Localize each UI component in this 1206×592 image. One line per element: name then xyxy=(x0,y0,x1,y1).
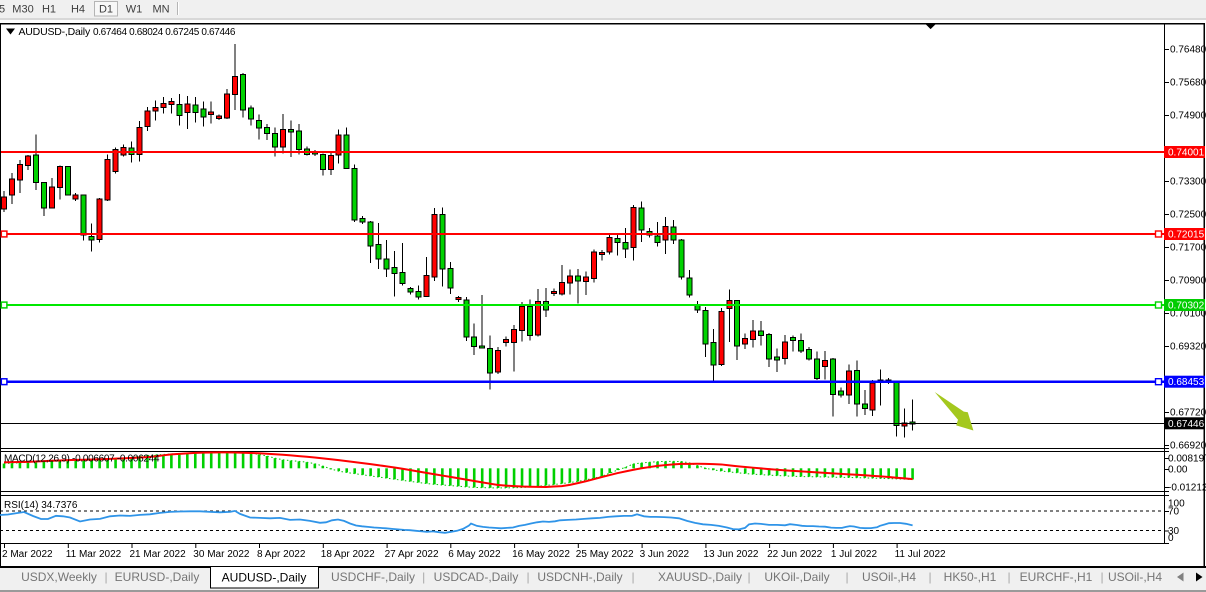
svg-text:RSI(14) 34.7376: RSI(14) 34.7376 xyxy=(4,500,78,511)
svg-text:AUDUSD-,Daily: AUDUSD-,Daily xyxy=(19,26,91,38)
svg-text:M30: M30 xyxy=(12,4,33,16)
svg-text:30: 30 xyxy=(1168,526,1180,537)
svg-text:HK50-,H1: HK50-,H1 xyxy=(944,570,997,584)
svg-text:D1: D1 xyxy=(99,4,113,16)
svg-text:|: | xyxy=(631,570,634,584)
svg-text:0.72015: 0.72015 xyxy=(1168,230,1205,241)
svg-text:13 Jun 2022: 13 Jun 2022 xyxy=(703,549,758,560)
svg-text:MN: MN xyxy=(152,4,169,16)
svg-text:11 Mar 2022: 11 Mar 2022 xyxy=(66,549,122,560)
svg-text:USDCAD-,Daily: USDCAD-,Daily xyxy=(434,570,519,584)
svg-text:-0.012121: -0.012121 xyxy=(1168,483,1206,494)
svg-text:0.70100: 0.70100 xyxy=(1170,309,1206,320)
svg-text:USDX,Weekly: USDX,Weekly xyxy=(21,570,97,584)
svg-text:EURCHF-,H1: EURCHF-,H1 xyxy=(1020,570,1093,584)
svg-text:AUDUSD-,Daily: AUDUSD-,Daily xyxy=(222,571,307,585)
svg-text:6 May 2022: 6 May 2022 xyxy=(448,549,501,560)
svg-text:USDCHF-,Daily: USDCHF-,Daily xyxy=(331,570,415,584)
svg-text:|: | xyxy=(1100,570,1103,584)
svg-text:W1: W1 xyxy=(126,4,143,16)
svg-text:2 Mar 2022: 2 Mar 2022 xyxy=(2,549,53,560)
svg-text:|: | xyxy=(845,570,848,584)
svg-text:|: | xyxy=(928,570,931,584)
svg-text:1 Jul 2022: 1 Jul 2022 xyxy=(831,549,878,560)
svg-text:0.72500: 0.72500 xyxy=(1170,210,1206,221)
svg-text:100: 100 xyxy=(1168,499,1185,510)
svg-text:22 Jun 2022: 22 Jun 2022 xyxy=(767,549,822,560)
svg-text:0: 0 xyxy=(1168,533,1174,544)
svg-text:0.69320: 0.69320 xyxy=(1170,342,1206,353)
svg-text:0.66920: 0.66920 xyxy=(1170,441,1206,452)
svg-text:0.67446: 0.67446 xyxy=(1168,419,1205,430)
svg-text:0.70302: 0.70302 xyxy=(1168,301,1205,312)
svg-text:8 Apr 2022: 8 Apr 2022 xyxy=(257,549,306,560)
svg-text:30 Mar 2022: 30 Mar 2022 xyxy=(193,549,250,560)
svg-text:25 May 2022: 25 May 2022 xyxy=(576,549,634,560)
svg-text:0.75680: 0.75680 xyxy=(1170,78,1206,89)
svg-text:|: | xyxy=(1007,570,1010,584)
svg-text:18 Apr 2022: 18 Apr 2022 xyxy=(321,549,375,560)
svg-text:|: | xyxy=(526,570,529,584)
svg-text:XAUUSD-,Daily: XAUUSD-,Daily xyxy=(658,570,742,584)
svg-text:H1: H1 xyxy=(42,4,56,16)
svg-text:|: | xyxy=(747,570,750,584)
svg-text:MACD(12,26,9) -0.006607 -0.006: MACD(12,26,9) -0.006607 -0.006244 xyxy=(4,454,160,465)
svg-text:21 Mar 2022: 21 Mar 2022 xyxy=(130,549,187,560)
svg-text:70: 70 xyxy=(1168,507,1180,518)
svg-text:|: | xyxy=(422,570,425,584)
svg-text:0.008197: 0.008197 xyxy=(1168,454,1206,465)
svg-text:0.73300: 0.73300 xyxy=(1170,177,1206,188)
svg-text:|: | xyxy=(104,570,107,584)
svg-text:H4: H4 xyxy=(71,4,85,16)
svg-text:5: 5 xyxy=(0,4,5,16)
svg-text:3 Jun 2022: 3 Jun 2022 xyxy=(640,549,690,560)
svg-text:0.67464 0.68024 0.67245 0.6744: 0.67464 0.68024 0.67245 0.67446 xyxy=(93,27,236,38)
svg-text:USOil-,H4: USOil-,H4 xyxy=(1108,570,1162,584)
svg-text:0.00: 0.00 xyxy=(1168,465,1188,476)
svg-text:0.74900: 0.74900 xyxy=(1170,111,1206,122)
svg-text:27 Apr 2022: 27 Apr 2022 xyxy=(385,549,439,560)
svg-text:USOil-,H4: USOil-,H4 xyxy=(862,570,916,584)
svg-text:11 Jul 2022: 11 Jul 2022 xyxy=(895,549,946,560)
svg-text:EURUSD-,Daily: EURUSD-,Daily xyxy=(115,570,200,584)
svg-text:0.71700: 0.71700 xyxy=(1170,243,1206,254)
svg-text:0.74001: 0.74001 xyxy=(1168,148,1205,159)
svg-text:USDCNH-,Daily: USDCNH-,Daily xyxy=(537,570,622,584)
svg-text:0.67720: 0.67720 xyxy=(1170,408,1206,419)
svg-text:16 May 2022: 16 May 2022 xyxy=(512,549,570,560)
svg-text:0.68453: 0.68453 xyxy=(1168,377,1205,388)
svg-text:0.76480: 0.76480 xyxy=(1170,45,1206,56)
svg-text:UKOil-,Daily: UKOil-,Daily xyxy=(764,570,829,584)
svg-text:0.70900: 0.70900 xyxy=(1170,276,1206,287)
